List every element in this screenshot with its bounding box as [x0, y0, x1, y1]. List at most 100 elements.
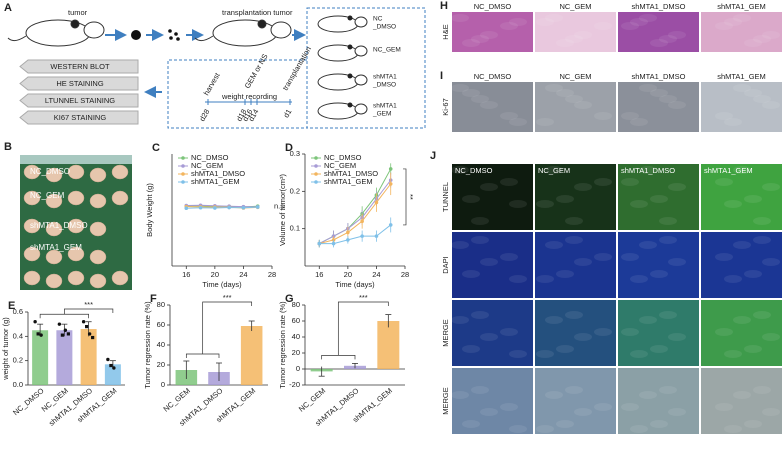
day-label: d28: [197, 107, 211, 122]
point: [227, 205, 231, 210]
texture: [536, 425, 554, 433]
bar: [377, 321, 400, 369]
legend-marker: [314, 172, 318, 176]
texture: [574, 31, 592, 39]
panel-label: D: [285, 142, 293, 154]
texture: [668, 31, 686, 39]
data-point: [66, 332, 70, 336]
tumor-photo: [45, 221, 63, 237]
assay-label: LTUNNEL STAINING: [45, 96, 115, 105]
y-tick-label: 0.2: [290, 186, 300, 195]
y-tick-label: 20: [157, 360, 165, 369]
group-label: _GEM: [372, 111, 391, 118]
tumor-photo: [89, 273, 107, 289]
y-tick-label: 0: [296, 364, 300, 373]
texture: [630, 200, 648, 208]
texture: [744, 195, 762, 203]
panel-label: A: [4, 2, 12, 14]
texture: [639, 166, 657, 174]
tumor: [347, 15, 353, 21]
texture: [462, 39, 480, 47]
timeline-label: weight recording: [221, 92, 277, 101]
micrograph: [535, 12, 616, 52]
column-label: shMTA1_GEM: [717, 72, 766, 81]
annotation: ***: [84, 300, 93, 309]
panel-label: G: [285, 293, 294, 305]
texture: [753, 95, 771, 103]
micrograph: [701, 164, 782, 230]
legend-marker: [181, 172, 185, 176]
texture: [668, 258, 686, 266]
micrograph: [452, 232, 533, 298]
legend-marker: [314, 164, 318, 168]
column-label: NC_GEM: [559, 72, 591, 81]
bar: [80, 329, 97, 385]
texture: [480, 408, 498, 416]
micrograph: [701, 12, 782, 52]
texture: [724, 350, 742, 358]
legend-label: shMTA1_DMSO: [324, 169, 378, 178]
data-point: [60, 333, 64, 337]
point: [241, 205, 246, 210]
point: [374, 234, 379, 238]
legend-label: shMTA1_DMSO: [191, 169, 245, 178]
texture: [462, 420, 480, 428]
texture: [500, 403, 518, 411]
row-label: H&E: [441, 24, 450, 39]
texture: [650, 345, 668, 353]
y-tick-label: 0.4: [13, 331, 23, 340]
point: [388, 223, 393, 227]
x-tick-label: 16: [315, 270, 323, 279]
texture: [715, 22, 733, 30]
significance-bracket: [321, 301, 389, 360]
texture: [744, 89, 762, 97]
y-tick-label: 0: [161, 380, 165, 389]
texture: [471, 35, 489, 43]
legend-label: NC_DMSO: [191, 153, 229, 162]
panel-label: F: [150, 293, 157, 305]
texture: [668, 408, 686, 416]
texture: [659, 311, 677, 319]
texture: [574, 333, 592, 341]
mouse: [7, 19, 105, 47]
texture: [762, 183, 780, 191]
texture: [630, 350, 648, 358]
texture: [480, 333, 498, 341]
transplant-label: transplantation tumor: [222, 8, 293, 17]
micrograph: [618, 82, 699, 132]
texture: [659, 386, 677, 394]
texture: [471, 311, 489, 319]
group-label: NC_GEM: [30, 191, 65, 200]
texture: [545, 241, 563, 249]
day-label: d1: [281, 107, 293, 119]
texture: [733, 166, 751, 174]
texture: [451, 391, 469, 399]
texture: [556, 39, 574, 47]
column-label: NC_DMSO: [474, 2, 512, 11]
texture: [753, 217, 771, 225]
texture: [630, 118, 648, 126]
group-label: _DMSO: [372, 24, 396, 31]
texture: [762, 333, 780, 341]
legend-marker: [181, 164, 185, 168]
x-axis-label: Time (days): [202, 280, 242, 289]
texture: [500, 22, 518, 30]
micrograph: [535, 300, 616, 366]
y-tick-label: 60: [157, 320, 165, 329]
x-tick-label: NC_GEM: [297, 386, 327, 414]
texture: [659, 217, 677, 225]
texture: [621, 178, 639, 186]
assay-box: [19, 76, 139, 91]
texture: [659, 95, 677, 103]
point: [317, 241, 322, 246]
texture: [724, 18, 742, 26]
series-line: [186, 204, 258, 208]
micrograph: [618, 164, 699, 230]
assay-label: HE STAINING: [56, 79, 104, 88]
texture: [639, 316, 657, 324]
column-label: NC_GEM: [538, 166, 570, 175]
texture: [733, 84, 751, 92]
data-point: [106, 357, 110, 362]
y-tick-label: 80: [157, 300, 165, 309]
texture: [594, 403, 612, 411]
